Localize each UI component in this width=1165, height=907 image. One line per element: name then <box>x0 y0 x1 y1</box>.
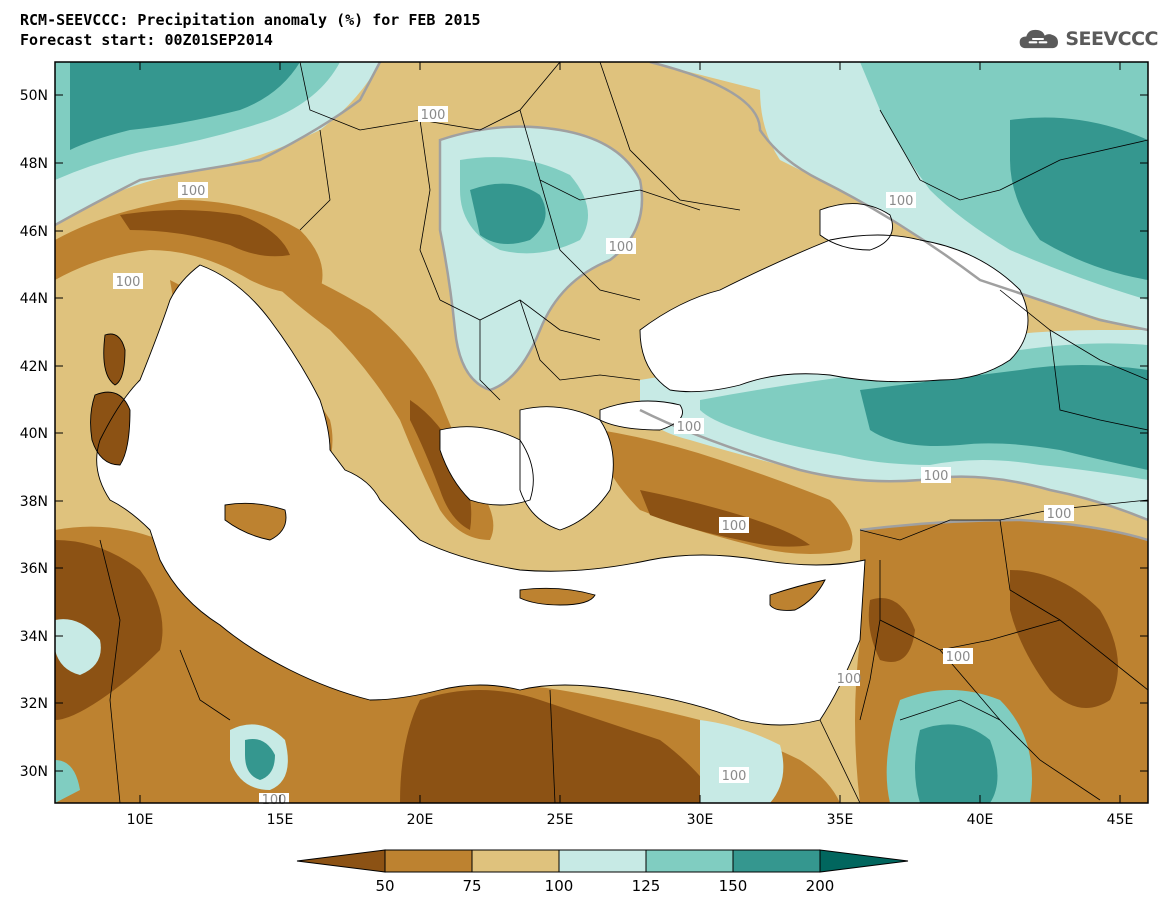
sicily <box>225 503 286 540</box>
corsica <box>103 334 125 385</box>
map-title: RCM-SEEVCCC: Precipitation anomaly (%) f… <box>20 11 481 29</box>
anomaly-field <box>55 62 1148 803</box>
colorbar-tick: 200 <box>806 877 835 895</box>
lon-label: 10E <box>127 812 154 828</box>
colorbar-tick: 125 <box>632 877 661 895</box>
cyprus <box>770 580 825 611</box>
svg-text:100: 100 <box>677 420 702 435</box>
lat-label: 38N <box>20 494 48 510</box>
cloud-logo-icon <box>1019 29 1058 49</box>
contour-label: 100 <box>719 517 749 534</box>
lat-label: 34N <box>20 629 48 645</box>
lat-label: 42N <box>20 359 48 375</box>
lon-label: 45E <box>1107 812 1134 828</box>
lat-label: 44N <box>20 291 48 307</box>
lon-label: 35E <box>827 812 854 828</box>
algeria-100-125 <box>55 619 101 675</box>
svg-text:100: 100 <box>946 650 971 665</box>
colorbar-bin-150-200 <box>732 849 821 873</box>
colorbar-bin-100-125 <box>558 849 647 873</box>
svg-text:100: 100 <box>889 194 914 209</box>
crete <box>520 588 595 605</box>
contour-label: 100 <box>943 648 973 665</box>
svg-text:100: 100 <box>181 184 206 199</box>
colorbar-bin-125-150 <box>645 849 734 873</box>
anatolia-150-200 <box>860 365 1148 470</box>
lat-labels: 50N 48N 46N 44N 42N 40N 38N 36N 34N 32N … <box>20 88 48 780</box>
nw-150-200 <box>70 62 300 150</box>
balkan-150-200 <box>470 183 546 244</box>
contour-label: 100 <box>178 182 208 199</box>
lon-labels: 10E 15E 20E 25E 30E 35E 40E 45E <box>127 812 1134 828</box>
colorbar <box>296 849 909 873</box>
lon-label: 40E <box>967 812 994 828</box>
colorbar-tick: 50 <box>375 877 394 895</box>
lat-label: 50N <box>20 88 48 104</box>
contour-label: 100 <box>606 238 636 255</box>
sardinia <box>90 392 130 465</box>
arabia-150-200 <box>915 724 998 803</box>
contour-label: 100 <box>886 192 916 209</box>
contour-label: 100 <box>921 467 951 484</box>
alps-lt50 <box>120 210 290 257</box>
lon-label: 25E <box>547 812 574 828</box>
iraq-lt50 <box>1010 570 1118 708</box>
lon-label: 20E <box>407 812 434 828</box>
svg-text:100: 100 <box>609 240 634 255</box>
svg-text:100: 100 <box>262 793 287 808</box>
svg-text:100: 100 <box>722 519 747 534</box>
contour-lines <box>55 62 1148 542</box>
colorbar-bin-50-75 <box>384 849 473 873</box>
libya-egypt-lt50 <box>400 690 720 803</box>
lat-label: 30N <box>20 764 48 780</box>
colorbar-bin-75-100 <box>471 849 560 873</box>
colorbar-tick: 75 <box>462 877 481 895</box>
svg-text:100: 100 <box>1047 507 1072 522</box>
lat-label: 40N <box>20 426 48 442</box>
lat-label: 46N <box>20 224 48 240</box>
contour-label: 100 <box>259 793 289 808</box>
lat-axis <box>55 94 1148 772</box>
black-sea <box>640 235 1028 392</box>
contour-label: 100 <box>837 670 862 687</box>
svg-text:100: 100 <box>116 275 141 290</box>
country-borders <box>99 62 1148 803</box>
lon-label: 15E <box>267 812 294 828</box>
svg-text:100: 100 <box>722 769 747 784</box>
aegean-sea <box>520 406 614 530</box>
lon-axis <box>139 62 1121 803</box>
s-anatolia-50-75 <box>600 430 853 554</box>
colorbar-labels: 50 75 100 125 150 200 <box>375 877 834 895</box>
seevccc-logo: SEEVCCC <box>1018 22 1158 56</box>
contour-label: 100 <box>418 106 448 123</box>
greece-lt50 <box>410 400 472 530</box>
aegean-north <box>440 426 534 505</box>
svg-text:100: 100 <box>421 108 446 123</box>
tyrrhenian-extra <box>296 460 335 502</box>
colorbar-tick: 150 <box>719 877 748 895</box>
contour-value-labels: 100 100 100 100 100 100 100 100 100 100 … <box>113 106 1074 808</box>
lat-label: 48N <box>20 156 48 172</box>
lat-label: 36N <box>20 561 48 577</box>
marmara-sea <box>600 401 683 430</box>
contour-label: 100 <box>719 767 749 784</box>
contour-label: 100 <box>1044 505 1074 522</box>
mediterranean-sea <box>96 265 865 725</box>
lon-label: 30E <box>687 812 714 828</box>
contour-label: 100 <box>113 273 143 290</box>
ne-150-200 <box>1010 117 1148 280</box>
svg-text:100: 100 <box>837 672 862 687</box>
coastlines <box>90 203 1029 726</box>
contour-label: 100 <box>674 418 704 435</box>
colorbar-bin-gt200 <box>819 849 909 873</box>
colorbar-bin-lt50 <box>296 849 386 873</box>
logo-text: SEEVCCC <box>1065 28 1158 50</box>
lat-label: 32N <box>20 696 48 712</box>
svg-text:100: 100 <box>924 469 949 484</box>
tunisia-lt50 <box>55 540 163 720</box>
forecast-start-subtitle: Forecast start: 00Z01SEP2014 <box>20 31 273 49</box>
libya-150-200 <box>245 739 275 780</box>
colorbar-tick: 100 <box>545 877 574 895</box>
